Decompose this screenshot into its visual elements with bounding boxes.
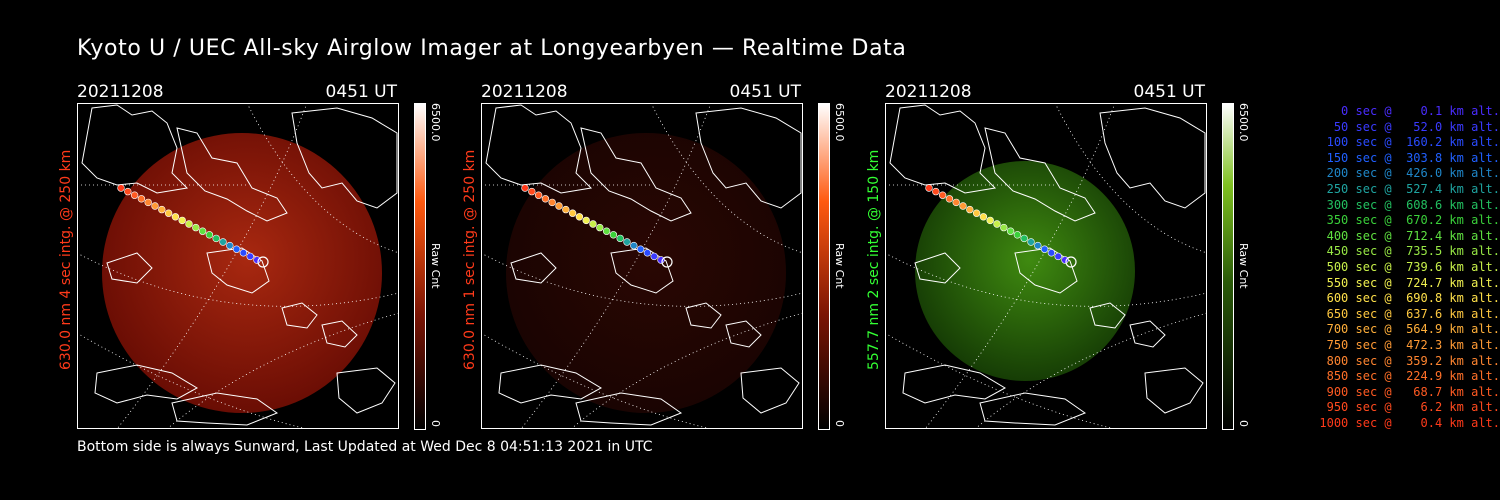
panel-1: 20211208 0451 UT bbox=[77, 82, 397, 432]
legend-row: 350 sec @ 670.2 km alt. bbox=[1319, 213, 1500, 228]
panel-3: 20211208 0451 UT bbox=[885, 82, 1205, 432]
legend-row: 950 sec @ 6.2 km alt. bbox=[1319, 400, 1500, 415]
panel-1-cbar-mid: Raw Cnt bbox=[429, 243, 442, 289]
panel-2-cbar-top: 6500.0 bbox=[833, 103, 846, 142]
panel-time: 0451 UT bbox=[325, 82, 398, 102]
legend-row: 100 sec @ 160.2 km alt. bbox=[1319, 135, 1500, 150]
panel-2-image bbox=[481, 103, 803, 429]
panel-date: 20211208 bbox=[885, 82, 972, 102]
legend-row: 500 sec @ 739.6 km alt. bbox=[1319, 260, 1500, 274]
panel-3-side-label: 557.7 nm 2 sec intg. @ 150 km bbox=[866, 149, 882, 370]
legend-row: 900 sec @ 68.7 km alt. bbox=[1319, 384, 1500, 399]
legend-row: 800 sec @ 359.2 km alt. bbox=[1319, 353, 1500, 368]
legend-row: 400 sec @ 712.4 km alt. bbox=[1319, 228, 1500, 243]
panel-3-cbar-mid: Raw Cnt bbox=[1237, 243, 1250, 289]
panel-date: 20211208 bbox=[481, 82, 568, 102]
legend-row: 700 sec @ 564.9 km alt. bbox=[1319, 322, 1500, 337]
panel-1-cbar-top: 6500.0 bbox=[429, 103, 442, 142]
panel-3-cbar-top: 6500.0 bbox=[1237, 103, 1250, 142]
footer-note: Bottom side is always Sunward, Last Upda… bbox=[77, 439, 653, 455]
legend-row: 850 sec @ 224.9 km alt. bbox=[1319, 369, 1500, 384]
panel-2-cbar-bottom: 0 bbox=[833, 420, 846, 427]
panel-2: 20211208 0451 UT bbox=[481, 82, 801, 432]
panel-2-colorbar bbox=[818, 103, 830, 430]
panel-3-image bbox=[885, 103, 1207, 429]
legend-row: 600 sec @ 690.8 km alt. bbox=[1319, 291, 1500, 306]
trajectory-legend: 0 sec @ 0.1 km alt. 50 sec @ 52.0 km alt… bbox=[1260, 104, 1500, 434]
panel-time: 0451 UT bbox=[1133, 82, 1206, 102]
legend-row: 750 sec @ 472.3 km alt. bbox=[1319, 338, 1500, 352]
panel-1-image bbox=[77, 103, 399, 429]
panel-2-side-label: 630.0 nm 1 sec intg. @ 250 km bbox=[462, 149, 478, 370]
legend-row: 300 sec @ 608.6 km alt. bbox=[1319, 197, 1500, 212]
panel-3-cbar-bottom: 0 bbox=[1237, 420, 1250, 427]
legend-row: 450 sec @ 735.5 km alt. bbox=[1319, 244, 1500, 259]
legend-row: 50 sec @ 52.0 km alt. bbox=[1319, 119, 1500, 134]
legend-row: 1000 sec @ 0.4 km alt. bbox=[1319, 416, 1500, 430]
legend-row: 550 sec @ 724.7 km alt. bbox=[1319, 275, 1500, 290]
panel-3-colorbar bbox=[1222, 103, 1234, 430]
panel-time: 0451 UT bbox=[729, 82, 802, 102]
legend-row: 200 sec @ 426.0 km alt. bbox=[1319, 166, 1500, 181]
panel-2-cbar-mid: Raw Cnt bbox=[833, 243, 846, 289]
panel-1-cbar-bottom: 0 bbox=[429, 420, 442, 427]
legend-row: 150 sec @ 303.8 km alt. bbox=[1319, 150, 1500, 165]
panel-1-colorbar bbox=[414, 103, 426, 430]
panel-date: 20211208 bbox=[77, 82, 164, 102]
legend-row: 0 sec @ 0.1 km alt. bbox=[1319, 104, 1500, 118]
legend-row: 250 sec @ 527.4 km alt. bbox=[1319, 182, 1500, 196]
panel-1-side-label: 630.0 nm 4 sec intg. @ 250 km bbox=[58, 149, 74, 370]
legend-row: 650 sec @ 637.6 km alt. bbox=[1319, 306, 1500, 321]
page-title: Kyoto U / UEC All-sky Airglow Imager at … bbox=[77, 36, 907, 61]
